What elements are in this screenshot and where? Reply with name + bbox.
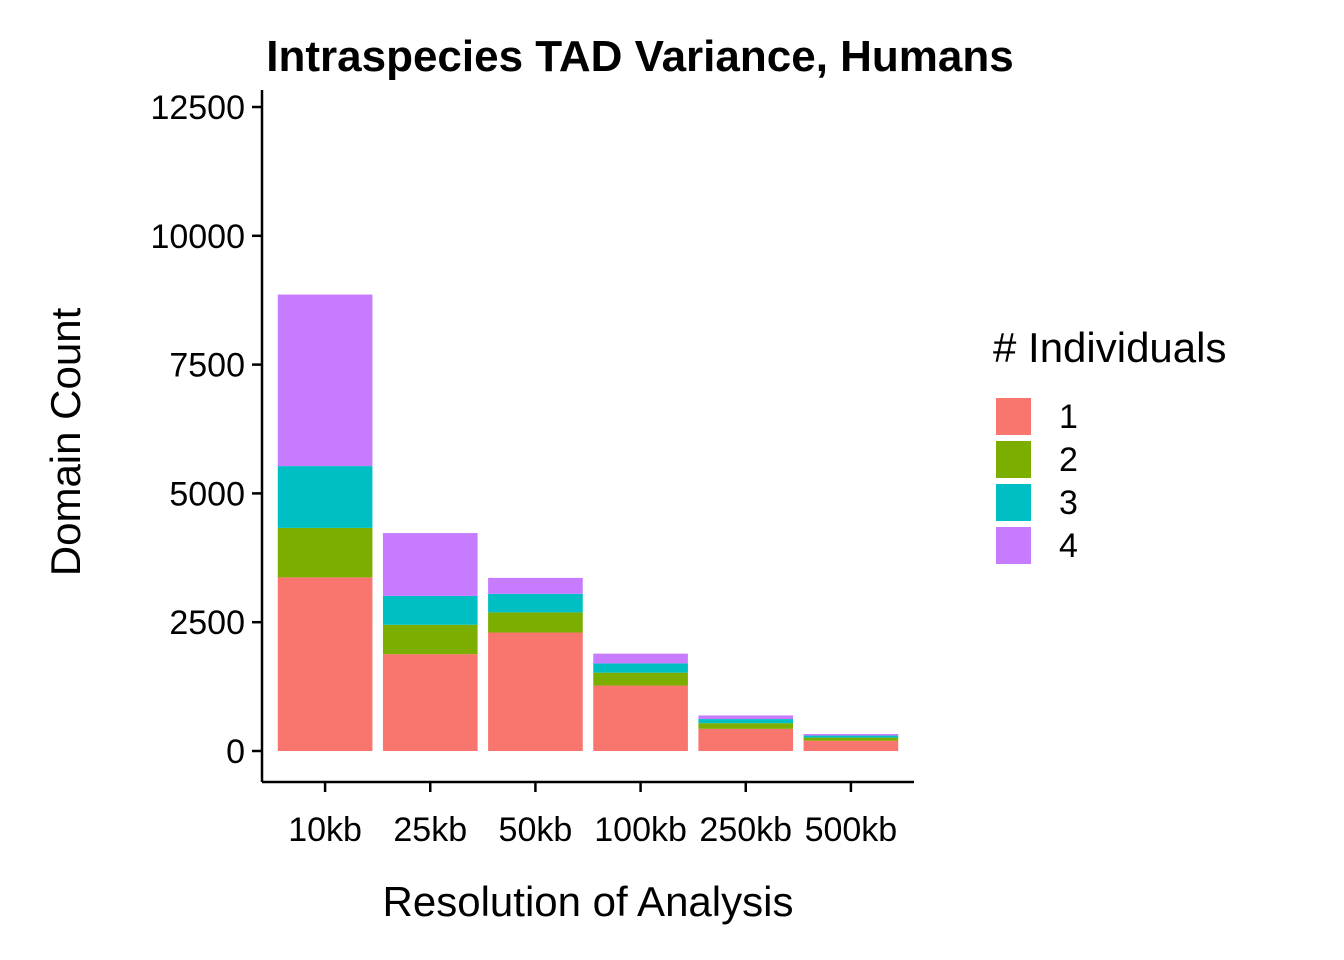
legend-label-4: 4	[1059, 527, 1078, 565]
legend-key-3	[996, 484, 1031, 521]
legend-key-4	[996, 527, 1031, 564]
bar-500kb-series-4	[803, 734, 899, 736]
legend-key-1	[996, 398, 1031, 435]
bar-250kb-series-3	[698, 719, 794, 724]
bar-250kb-series-1	[698, 728, 794, 751]
bar-500kb-series-2	[803, 737, 899, 741]
bars-layer	[277, 294, 899, 751]
bar-250kb-series-4	[698, 715, 794, 720]
bar-10kb-series-4	[277, 294, 373, 467]
x-tick-label: 10kb	[288, 811, 362, 849]
chart-title: Intraspecies TAD Variance, Humans	[266, 32, 1013, 81]
x-tick-label: 25kb	[393, 811, 467, 849]
bar-25kb-series-4	[382, 533, 478, 596]
y-tick-label: 7500	[169, 347, 245, 385]
bar-10kb-series-3	[277, 466, 373, 528]
bar-50kb-series-4	[488, 577, 583, 594]
y-tick-label: 2500	[169, 604, 245, 642]
bar-100kb-series-3	[593, 663, 688, 673]
bar-25kb-series-2	[382, 624, 478, 655]
bar-100kb-series-1	[593, 685, 688, 751]
bar-50kb-series-2	[488, 612, 583, 633]
y-tick-label: 5000	[169, 475, 245, 513]
bar-10kb-series-2	[277, 527, 373, 578]
bar-25kb-series-1	[382, 654, 478, 751]
legend-label-3: 3	[1059, 484, 1078, 522]
bar-100kb-series-4	[593, 653, 688, 664]
bar-500kb-series-3	[803, 735, 899, 738]
y-tick-label: 0	[226, 733, 245, 771]
y-tick-label: 10000	[150, 218, 245, 256]
legend-label-2: 2	[1059, 441, 1078, 479]
x-tick-label: 250kb	[699, 811, 792, 849]
bar-500kb-series-1	[803, 740, 899, 751]
y-axis-title: Domain Count	[42, 307, 89, 576]
x-tick-label: 100kb	[594, 811, 687, 849]
legend-title: # Individuals	[993, 324, 1226, 371]
bar-250kb-series-2	[698, 723, 794, 729]
bar-50kb-series-3	[488, 593, 583, 613]
legend-label-1: 1	[1059, 398, 1078, 436]
bar-10kb-series-1	[277, 577, 373, 751]
x-axis-title: Resolution of Analysis	[383, 878, 794, 925]
bar-50kb-series-1	[488, 632, 583, 751]
x-tick-label: 50kb	[499, 811, 573, 849]
legend-key-2	[996, 441, 1031, 478]
x-tick-label: 500kb	[805, 811, 898, 849]
axes-layer: 0 2500 5000 7500 10000 12500 10kb 25kb 50kb 100kb…	[150, 89, 914, 849]
bar-100kb-series-2	[593, 672, 688, 686]
y-tick-label: 12500	[150, 89, 245, 127]
bar-25kb-series-3	[382, 595, 478, 625]
legend: # Individuals 1 2 3 4	[993, 324, 1226, 565]
